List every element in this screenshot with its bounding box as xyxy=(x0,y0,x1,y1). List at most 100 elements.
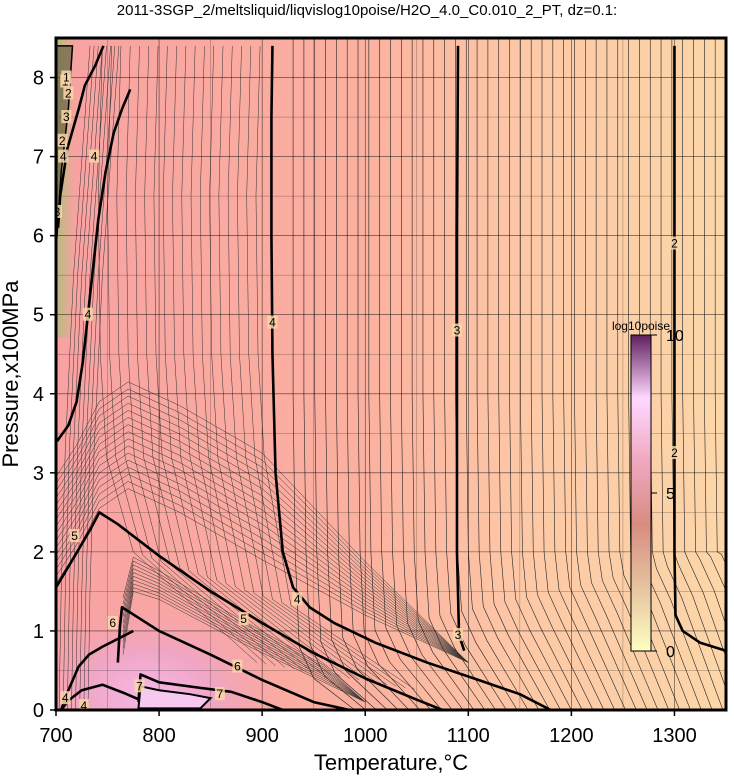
minor-contour xyxy=(444,38,507,710)
contour-label: 5 xyxy=(240,612,247,626)
contour-label-bg xyxy=(78,699,89,710)
contour-label: 7 xyxy=(136,679,143,693)
minor-contour xyxy=(200,45,360,681)
minor-contour xyxy=(162,45,323,674)
colorbar: log10poise 0 5 10 xyxy=(612,319,684,661)
minor-contour xyxy=(246,45,406,689)
minor-contour xyxy=(682,38,726,659)
y-tick-label: 4 xyxy=(33,384,44,406)
minor-contour xyxy=(227,45,388,685)
y-axis-label: Pressure,x100MPa xyxy=(0,280,23,468)
contour-label-bg xyxy=(89,149,100,163)
x-tick-label: 800 xyxy=(142,725,175,747)
minor-contour xyxy=(122,556,366,703)
x-tick-label: 900 xyxy=(245,725,278,747)
minor-contour xyxy=(56,459,469,663)
y-tick-label: 1 xyxy=(33,621,44,643)
minor-contour xyxy=(465,38,529,710)
colorbar-tick-label: 10 xyxy=(666,328,684,345)
minor-contour xyxy=(595,38,659,710)
contour-label-bg xyxy=(61,70,72,84)
contour-label: 6 xyxy=(234,660,241,674)
contour-label-bg xyxy=(238,612,249,626)
contour-label: 5 xyxy=(71,529,78,543)
contour-5 xyxy=(56,511,444,710)
minor-contour xyxy=(704,38,726,593)
minor-contour xyxy=(56,474,469,663)
colorbar-ticks: 0 5 10 xyxy=(651,328,684,661)
contour-label-bg xyxy=(69,529,80,543)
minor-contour xyxy=(56,452,469,663)
contour-3 xyxy=(59,629,134,710)
contour-label-bg xyxy=(60,691,71,705)
minor-contour xyxy=(125,45,285,668)
contour-6 xyxy=(116,605,351,710)
minor-contour xyxy=(336,38,399,710)
minor-contour xyxy=(530,38,594,710)
minor-contour xyxy=(552,38,615,710)
minor-contour xyxy=(56,467,469,663)
minor-contour xyxy=(56,410,469,663)
plot-frame xyxy=(54,36,728,712)
contour-label-bg xyxy=(107,616,118,630)
contour-label-bg xyxy=(82,307,93,321)
minor-contour xyxy=(122,579,366,703)
minor-contour xyxy=(509,38,572,710)
x-tick-label: 1200 xyxy=(549,725,594,747)
contour-label-bg xyxy=(267,315,278,329)
minor-contour xyxy=(122,564,366,703)
y-tick-label: 5 xyxy=(33,305,44,327)
minor-contour xyxy=(476,38,540,710)
y-axis-ticks: 0 1 2 3 4 5 6 7 8 xyxy=(33,68,56,722)
minor-contour xyxy=(218,45,378,684)
contour-label-bg xyxy=(57,133,68,147)
x-axis-ticks: 700 800 900 1000 1100 1200 1300 xyxy=(39,710,697,747)
minor-contour xyxy=(135,45,295,670)
contour-label: 4 xyxy=(62,691,69,705)
minor-contour xyxy=(122,572,366,703)
minor-contour xyxy=(56,417,469,663)
contour-label-bg xyxy=(63,86,74,100)
minor-contour xyxy=(56,431,469,663)
contour-label-bg xyxy=(56,204,63,218)
contour-label-bg xyxy=(669,446,680,460)
contour-label-bg xyxy=(451,323,462,337)
minor-contour xyxy=(357,38,421,710)
minor-contour xyxy=(368,38,431,710)
y-tick-label: 0 xyxy=(33,700,44,722)
minor-contour xyxy=(122,583,366,703)
minor-contour xyxy=(56,481,469,663)
contour-label-bg xyxy=(61,110,72,124)
contour-4 xyxy=(56,88,132,442)
contour-label: 6 xyxy=(109,616,116,630)
contour-label: 2 xyxy=(59,134,66,148)
grid-lines xyxy=(56,38,726,710)
contour-label-bg xyxy=(214,687,225,701)
minor-contour xyxy=(390,38,453,710)
minor-contour xyxy=(56,402,469,663)
minor-contour xyxy=(487,38,551,710)
contour-labels: 43232114444332255667744 xyxy=(56,70,680,710)
x-tick-label: 1100 xyxy=(447,725,490,747)
minor-contour xyxy=(314,38,377,710)
minor-contour xyxy=(209,45,369,682)
contour-label: 4 xyxy=(60,150,67,164)
minor-contour xyxy=(237,45,397,687)
y-tick-label: 2 xyxy=(33,542,44,564)
contour-label: 2 xyxy=(671,237,678,251)
colorbar-label: log10poise xyxy=(612,319,670,333)
minor-contour xyxy=(660,38,724,710)
minor-contour xyxy=(498,38,561,710)
contour-label-bg xyxy=(232,659,243,673)
minor-contour xyxy=(122,568,366,703)
minor-contour xyxy=(671,38,726,690)
contour-label: 3 xyxy=(454,324,461,338)
contour-label: 3 xyxy=(63,110,70,124)
colorbar-tick-label: 0 xyxy=(666,644,675,661)
minor-contour xyxy=(56,388,469,663)
minor-contour xyxy=(255,45,415,690)
contour-label: 7 xyxy=(217,687,224,701)
contour-label: 4 xyxy=(294,592,301,606)
minor-contour xyxy=(563,38,626,710)
contour-7 xyxy=(137,673,284,710)
